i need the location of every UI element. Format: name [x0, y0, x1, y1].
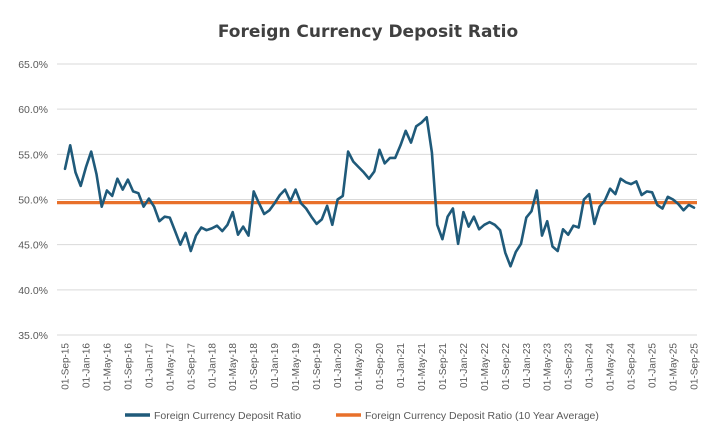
x-tick-label: 01-Jan-22 [459, 343, 470, 388]
series-line-monthly [63, 116, 696, 268]
x-tick-label: 01-Sep-19 [312, 343, 323, 390]
x-tick-label: 01-May-20 [354, 343, 365, 391]
x-tick-label: 01-Jan-19 [270, 343, 281, 388]
y-tick-label: 45.0% [18, 240, 48, 252]
y-axis: 35.0% 40.0% 45.0% 50.0% 55.0% 60.0% 65.0% [18, 59, 48, 342]
x-tick-label: 01-Sep-24 [627, 343, 638, 390]
x-tick-label: 01-Sep-18 [249, 343, 260, 390]
x-tick-label: 01-Jan-17 [144, 343, 155, 388]
x-tick-label: 01-Sep-21 [438, 343, 449, 390]
x-tick-label: 01-May-24 [606, 343, 617, 391]
x-tick-label: 01-May-19 [291, 343, 302, 391]
legend-label-average: Foreign Currency Deposit Ratio (10 Year … [365, 410, 599, 422]
series-layer [57, 116, 697, 268]
x-tick-label: 01-Sep-16 [123, 343, 134, 390]
grid-layer [57, 63, 697, 336]
x-tick-label: 01-May-25 [669, 343, 680, 391]
x-tick-label: 01-Sep-15 [61, 343, 72, 390]
x-tick-label: 01-Jan-25 [648, 343, 659, 388]
y-tick-label: 65.0% [18, 59, 48, 71]
x-tick-label: 01-Jan-24 [585, 343, 596, 388]
y-tick-label: 40.0% [18, 285, 48, 297]
x-tick-label: 01-Sep-25 [690, 343, 701, 390]
x-tick-label: 01-Sep-23 [564, 343, 575, 390]
x-tick-label: 01-Sep-20 [375, 343, 386, 390]
x-tick-label: 01-Jan-21 [396, 343, 407, 388]
legend: Foreign Currency Deposit Ratio Foreign C… [125, 410, 599, 422]
x-tick-label: 01-May-22 [480, 343, 491, 391]
x-tick-label: 01-Jan-16 [82, 343, 93, 388]
x-tick-label: 01-Jan-18 [207, 343, 218, 388]
x-axis: 01-Sep-15 01-Jan-16 01-May-16 01-Sep-16 01-J… [61, 343, 701, 391]
x-tick-label: 01-Sep-17 [186, 343, 197, 390]
x-tick-label: 01-May-16 [102, 343, 113, 391]
x-tick-label: 01-May-18 [228, 343, 239, 391]
x-tick-label: 01-May-23 [543, 343, 554, 391]
x-tick-label: 01-Jan-23 [522, 343, 533, 388]
y-tick-label: 35.0% [18, 330, 48, 342]
x-tick-label: 01-Jan-20 [333, 343, 344, 388]
legend-label-monthly: Foreign Currency Deposit Ratio [154, 410, 301, 422]
x-tick-label: 01-May-21 [417, 343, 428, 391]
y-tick-label: 55.0% [18, 149, 48, 161]
y-tick-label: 50.0% [18, 195, 48, 207]
x-tick-label: 01-May-17 [165, 343, 176, 391]
chart-title: Foreign Currency Deposit Ratio [218, 22, 518, 42]
y-tick-label: 60.0% [18, 104, 48, 116]
x-tick-label: 01-Sep-22 [501, 343, 512, 390]
